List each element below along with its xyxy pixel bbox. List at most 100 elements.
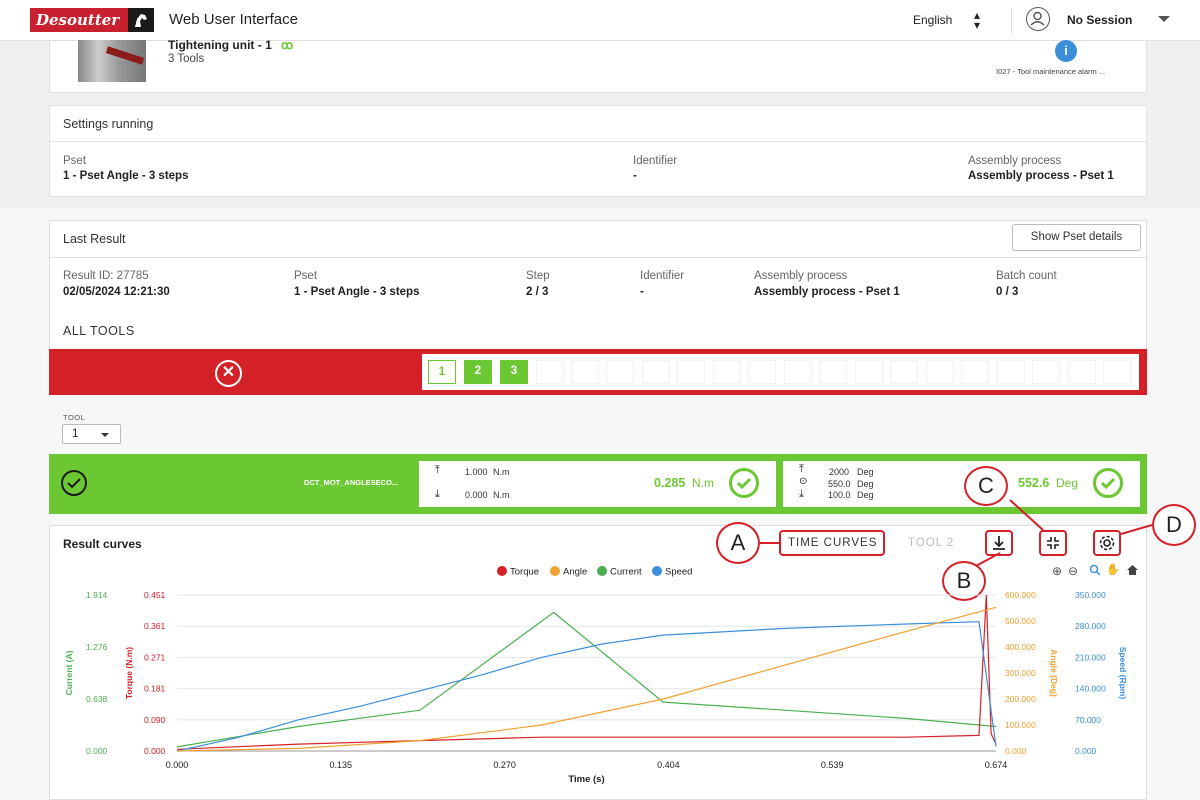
- torque-tick-label: 0.090: [144, 715, 166, 725]
- callout-d: D: [1152, 504, 1196, 546]
- cycle-3[interactable]: 3: [500, 360, 528, 384]
- angle-tick-label: 100.000: [1005, 720, 1036, 730]
- gear-icon[interactable]: [1097, 533, 1117, 558]
- angle-ok-icon: [1093, 468, 1123, 498]
- download-frame: [985, 530, 1013, 556]
- network-icon: ꝏ: [281, 38, 294, 52]
- cycle-slot: [890, 360, 918, 384]
- angle-max: 2000: [829, 467, 850, 477]
- app-title: Web User Interface: [169, 11, 298, 28]
- session-dropdown-icon[interactable]: [1158, 16, 1170, 22]
- current-tick-label: 0.638: [86, 694, 108, 704]
- current-tick-label: 1.276: [86, 642, 108, 652]
- speed-tick-label: 210.000: [1075, 652, 1106, 662]
- torque-tick-label: 0.451: [144, 590, 166, 600]
- x-axis-label: Time (s): [568, 774, 604, 785]
- ok-check-icon: [61, 470, 87, 496]
- torque-box: [419, 461, 776, 507]
- info-icon[interactable]: i: [1055, 40, 1077, 62]
- zoom-out-icon[interactable]: ⊖: [1068, 564, 1079, 578]
- divider: [49, 141, 1147, 142]
- angle-tick-label: 600.000: [1005, 590, 1036, 600]
- alarm-text[interactable]: I027 - Tool maintenance alarm ...: [996, 67, 1106, 76]
- zoom-in-icon[interactable]: ⊕: [1052, 564, 1063, 578]
- angle-axis-label: Angle (Deg): [1049, 649, 1059, 697]
- x-tick-label: 0.270: [493, 760, 516, 770]
- batch-label: Batch count: [996, 270, 1057, 282]
- callout-a: A: [716, 522, 760, 564]
- cycle-slot: [819, 360, 847, 384]
- caret-down-icon: [101, 433, 109, 437]
- pset-label: Pset: [294, 270, 318, 282]
- identifier-label: Identifier: [640, 270, 685, 282]
- pset-value: 1 - Pset Angle - 3 steps: [294, 286, 420, 298]
- nok-icon: ✕: [215, 360, 242, 387]
- cycle-1[interactable]: 1: [428, 360, 456, 384]
- result-curves-title: Result curves: [63, 537, 142, 551]
- angle-max-unit: Deg: [857, 467, 874, 477]
- time-curves-frame: [779, 530, 885, 556]
- tool-select[interactable]: 1: [62, 424, 121, 444]
- angle-value-unit: Deg: [1056, 476, 1079, 490]
- cycle-slot: [997, 360, 1025, 384]
- session-label[interactable]: No Session: [1067, 13, 1133, 27]
- torque-tick-label: 0.181: [144, 684, 166, 694]
- assembly-value: Assembly process - Pset 1: [754, 286, 900, 298]
- pan-hand-icon[interactable]: ✋: [1106, 564, 1120, 576]
- angle-min-unit: Deg: [857, 490, 874, 500]
- speed-series-line: [176, 621, 997, 752]
- time-curves-tab[interactable]: TIME CURVES: [788, 537, 878, 549]
- collapse-icon[interactable]: [1044, 534, 1062, 557]
- cycle-slot: [961, 360, 989, 384]
- torque-tick-label: 0.000: [144, 746, 166, 756]
- user-avatar-icon[interactable]: [1026, 7, 1050, 31]
- sort-arrows-icon[interactable]: ▴ ▾: [974, 8, 981, 32]
- identifier-label: Identifier: [633, 155, 678, 167]
- result-date: 02/05/2024 12:21:30: [63, 286, 170, 298]
- cycle-slot: [748, 360, 776, 384]
- torque-ok-icon: [729, 468, 759, 498]
- last-result-title: Last Result: [63, 232, 126, 246]
- angle-tick-label: 200.000: [1005, 694, 1036, 704]
- cycle-slot: [926, 360, 954, 384]
- callout-b: B: [942, 561, 986, 601]
- angle-box: [783, 461, 1140, 507]
- current-tick-label: 0.000: [86, 746, 108, 756]
- tool-name: Tightening unit - 1: [168, 38, 272, 52]
- speed-tick-label: 70.000: [1075, 715, 1101, 725]
- batch-value: 0 / 3: [996, 286, 1019, 298]
- result-curves-chart[interactable]: 0.000 0.135 0.270 0.404 0.539 0.674 Time (s) 0.…: [50, 558, 1146, 794]
- last-result-card: [49, 220, 1147, 350]
- language-select[interactable]: English: [913, 13, 953, 27]
- settings-card: [49, 105, 1147, 197]
- tool-2-tab[interactable]: TOOL 2: [908, 537, 955, 549]
- current-series-line: [176, 611, 997, 748]
- angle-tick-label: 0.000: [1005, 746, 1027, 756]
- horse-logo-icon: [128, 8, 154, 32]
- zoom-select-icon[interactable]: [1089, 563, 1101, 581]
- torque-min: 0.000: [465, 490, 488, 500]
- assembly-value: Assembly process - Pset 1: [968, 170, 1114, 182]
- x-tick-label: 0.674: [985, 760, 1008, 770]
- torque-series-line: [176, 594, 997, 750]
- speed-tick-label: 140.000: [1075, 684, 1106, 694]
- angle-tick-label: 300.000: [1005, 668, 1036, 678]
- x-tick-label: 0.135: [330, 760, 353, 770]
- cycle-slot: [1103, 360, 1131, 384]
- angle-series-line: [176, 606, 997, 752]
- cycle-2[interactable]: 2: [464, 360, 492, 384]
- legend-angle: Angle: [563, 567, 587, 578]
- pset-value: 1 - Pset Angle - 3 steps: [63, 170, 189, 182]
- target-icon: ⊙: [799, 476, 808, 487]
- desoutter-logo[interactable]: Desoutter: [30, 8, 154, 32]
- collapse-frame: [1039, 530, 1067, 556]
- speed-tick-label: 350.000: [1075, 590, 1106, 600]
- download-icon[interactable]: [990, 534, 1008, 557]
- divider: [1011, 8, 1012, 34]
- show-pset-details-button[interactable]: Show Pset details: [1012, 224, 1141, 251]
- home-reset-icon[interactable]: [1126, 563, 1139, 581]
- result-id: Result ID: 27785: [63, 270, 149, 282]
- torque-max: 1.000: [465, 467, 488, 477]
- step-label: Step: [526, 270, 550, 282]
